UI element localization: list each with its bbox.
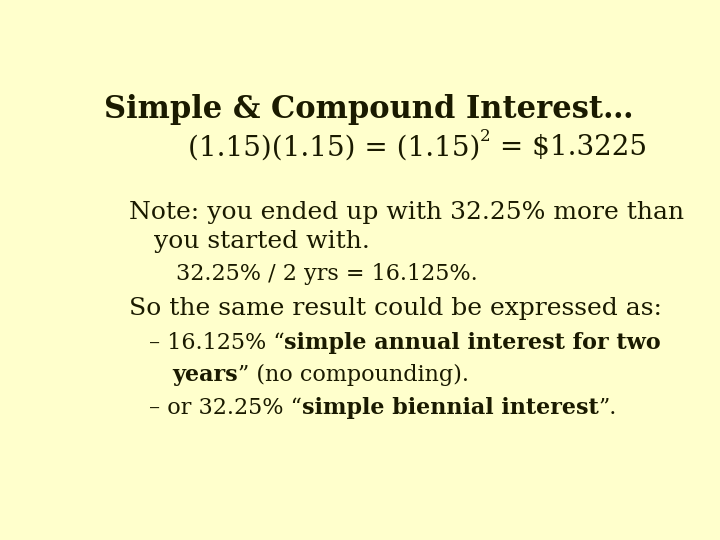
Text: ”.: ”. — [598, 397, 617, 419]
Text: you started with.: you started with. — [154, 230, 370, 253]
Text: = $1.3225: = $1.3225 — [490, 134, 647, 161]
Text: So the same result could be expressed as:: So the same result could be expressed as… — [129, 296, 662, 320]
Text: 32.25% / 2 yrs = 16.125%.: 32.25% / 2 yrs = 16.125%. — [176, 263, 478, 285]
Text: simple biennial interest: simple biennial interest — [302, 397, 598, 419]
Text: – 16.125% “: – 16.125% “ — [148, 333, 284, 354]
Text: simple annual interest for two: simple annual interest for two — [284, 333, 661, 354]
Text: (1.15)(1.15) = (1.15): (1.15)(1.15) = (1.15) — [188, 134, 480, 161]
Text: years: years — [173, 363, 238, 386]
Text: Simple & Compound Interest…: Simple & Compound Interest… — [104, 94, 634, 125]
Text: 2: 2 — [480, 128, 490, 145]
Text: Note: you ended up with 32.25% more than: Note: you ended up with 32.25% more than — [129, 201, 684, 224]
Text: ” (no compounding).: ” (no compounding). — [238, 363, 469, 386]
Text: – or 32.25% “: – or 32.25% “ — [148, 397, 302, 419]
